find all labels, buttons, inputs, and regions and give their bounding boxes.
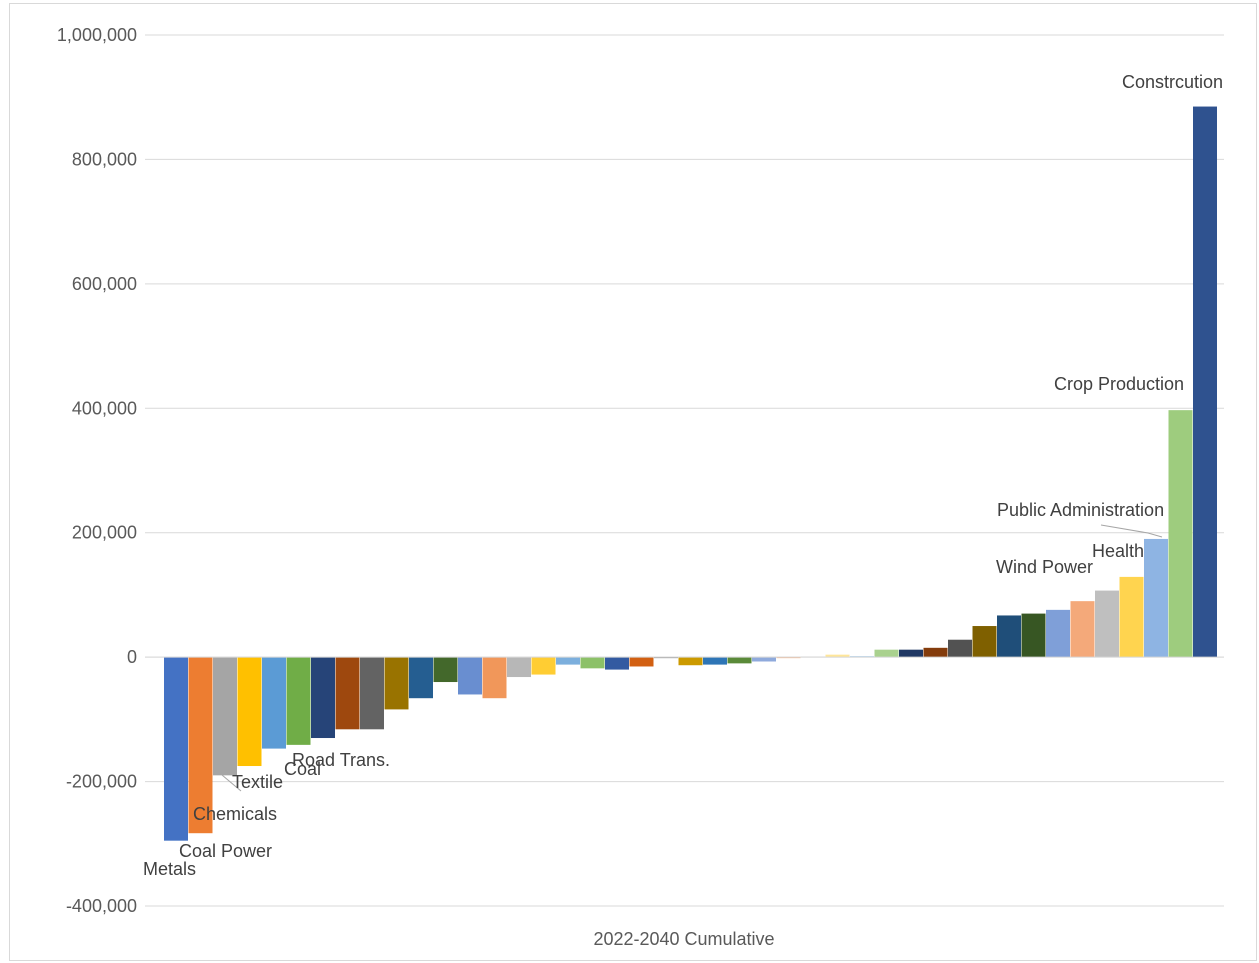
bar <box>1095 591 1119 658</box>
bar <box>213 657 237 775</box>
data-label: Chemicals <box>193 804 277 824</box>
bar <box>630 657 654 666</box>
bar <box>581 657 605 668</box>
bar <box>1022 614 1046 658</box>
bar <box>875 650 899 657</box>
bar <box>973 626 997 657</box>
leader-line <box>1101 525 1162 537</box>
bar <box>1120 577 1144 657</box>
bar <box>556 657 580 664</box>
bar <box>164 657 188 841</box>
y-tick-label: 0 <box>127 647 137 667</box>
bar <box>1144 539 1168 657</box>
data-label: Wind Power <box>996 557 1093 577</box>
bar <box>997 615 1021 657</box>
y-tick-label: 600,000 <box>72 274 137 294</box>
bar <box>679 657 703 665</box>
bar <box>262 657 286 748</box>
data-label: Road Trans. <box>292 750 390 770</box>
y-tick-label: -400,000 <box>66 896 137 916</box>
y-tick-label: 400,000 <box>72 398 137 418</box>
bar <box>728 657 752 663</box>
x-axis-label: 2022-2040 Cumulative <box>593 929 774 949</box>
bar <box>703 657 727 664</box>
bar <box>1071 601 1095 657</box>
data-label: Coal Power <box>179 841 272 861</box>
bar <box>532 657 556 674</box>
bar <box>336 657 360 729</box>
bar <box>483 657 507 698</box>
bar <box>287 657 311 745</box>
data-label: Metals <box>143 859 196 879</box>
bar <box>1193 107 1217 658</box>
bar <box>458 657 482 694</box>
bar <box>238 657 262 766</box>
data-label: Constrcution <box>1122 72 1223 92</box>
bar <box>385 657 409 709</box>
data-label: Crop Production <box>1054 374 1184 394</box>
data-label: Health <box>1092 541 1144 561</box>
bar <box>409 657 433 698</box>
y-tick-label: 200,000 <box>72 523 137 543</box>
data-label: Textile <box>232 772 283 792</box>
bar <box>899 650 923 657</box>
bar <box>507 657 531 677</box>
bar <box>1046 610 1070 657</box>
bar <box>360 657 384 729</box>
data-label: Public Administration <box>997 500 1164 520</box>
y-tick-label: -200,000 <box>66 772 137 792</box>
bar <box>434 657 458 682</box>
bar <box>605 657 629 669</box>
bar <box>948 640 972 657</box>
bar <box>924 648 948 657</box>
bar <box>752 657 776 661</box>
bar <box>1169 410 1193 657</box>
bar <box>311 657 335 738</box>
y-tick-label: 1,000,000 <box>57 25 137 45</box>
y-tick-label: 800,000 <box>72 149 137 169</box>
